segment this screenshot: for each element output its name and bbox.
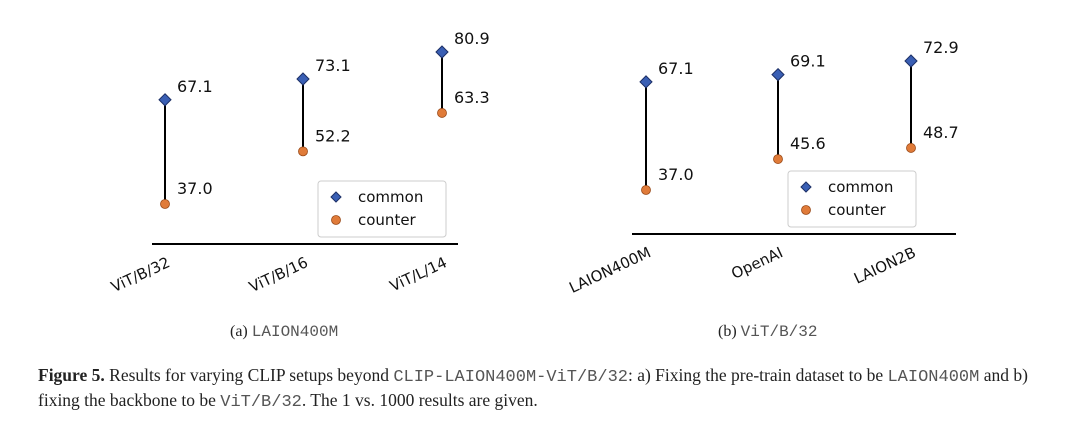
- subcaption-b-code: ViT/B/32: [740, 323, 818, 341]
- subcaption-b: (b) ViT/B/32: [718, 323, 817, 341]
- subcaption-a-code: LAION400M: [251, 323, 339, 341]
- legend-common-label: common: [358, 188, 423, 206]
- legend-box: [317, 180, 447, 238]
- x-tick-label: LAION2B: [851, 243, 919, 287]
- caption-text-3: and b) fixing the backbone to be: [38, 365, 1028, 410]
- caption-text-4: . The 1 vs. 1000 results are given.: [301, 390, 538, 410]
- common-value-label: 67.1: [658, 59, 694, 78]
- subcaption-a: (a) LAION400M: [230, 323, 338, 341]
- counter-point: [641, 185, 651, 195]
- common-point: [904, 54, 918, 68]
- legend-common-label: common: [828, 178, 893, 196]
- common-point: [771, 67, 785, 82]
- common-point: [435, 45, 449, 59]
- legend-counter-label: counter: [358, 211, 417, 229]
- counter-value-label: 45.6: [790, 134, 826, 153]
- caption-code-3: ViT/B/32: [220, 393, 302, 412]
- x-tick-label: ViT/B/32: [108, 253, 172, 296]
- legend-box: [787, 170, 917, 228]
- figure-caption: Figure 5. Results for varying CLIP setup…: [38, 364, 1058, 414]
- x-tick-label: LAION400M: [566, 243, 653, 297]
- caption-code-2: LAION400M: [887, 368, 980, 387]
- subcaption-b-prefix: (b): [718, 323, 737, 340]
- caption-text-2: : a) Fixing the pre-train dataset to be: [627, 365, 888, 385]
- common-value-label: 73.1: [315, 56, 351, 75]
- counter-value-label: 52.2: [315, 126, 351, 145]
- legend-counter-marker: [331, 215, 341, 225]
- common-point: [296, 72, 310, 86]
- common-value-label: 67.1: [177, 77, 213, 96]
- caption-label: Figure 5.: [38, 365, 105, 385]
- legend-counter-marker: [801, 205, 811, 215]
- caption-text-1: Results for varying CLIP setups beyond: [104, 365, 394, 385]
- common-value-label: 69.1: [790, 52, 826, 71]
- x-tick-label: ViT/L/14: [387, 253, 450, 295]
- common-value-label: 72.9: [923, 38, 959, 57]
- x-tick-label: ViT/B/16: [246, 253, 310, 296]
- common-point: [639, 75, 653, 89]
- counter-value-label: 48.7: [923, 123, 959, 142]
- legend-counter-label: counter: [828, 201, 887, 219]
- common-point: [158, 93, 172, 107]
- x-tick-label: OpenAI: [728, 243, 785, 282]
- counter-point: [906, 143, 916, 153]
- legend-common-marker: [800, 181, 812, 193]
- counter-value-label: 37.0: [658, 165, 694, 184]
- subcaption-a-prefix: (a): [230, 323, 248, 340]
- common-value-label: 80.9: [454, 29, 490, 48]
- caption-code-1: CLIP-LAION400M-ViT/B/32: [393, 368, 628, 387]
- counter-value-label: 37.0: [177, 179, 213, 198]
- counter-value-label: 63.3: [454, 88, 490, 107]
- legend-common-marker: [330, 191, 342, 203]
- counter-point: [437, 108, 447, 118]
- counter-point: [160, 199, 170, 209]
- counter-point: [773, 154, 783, 164]
- counter-point: [298, 146, 308, 157]
